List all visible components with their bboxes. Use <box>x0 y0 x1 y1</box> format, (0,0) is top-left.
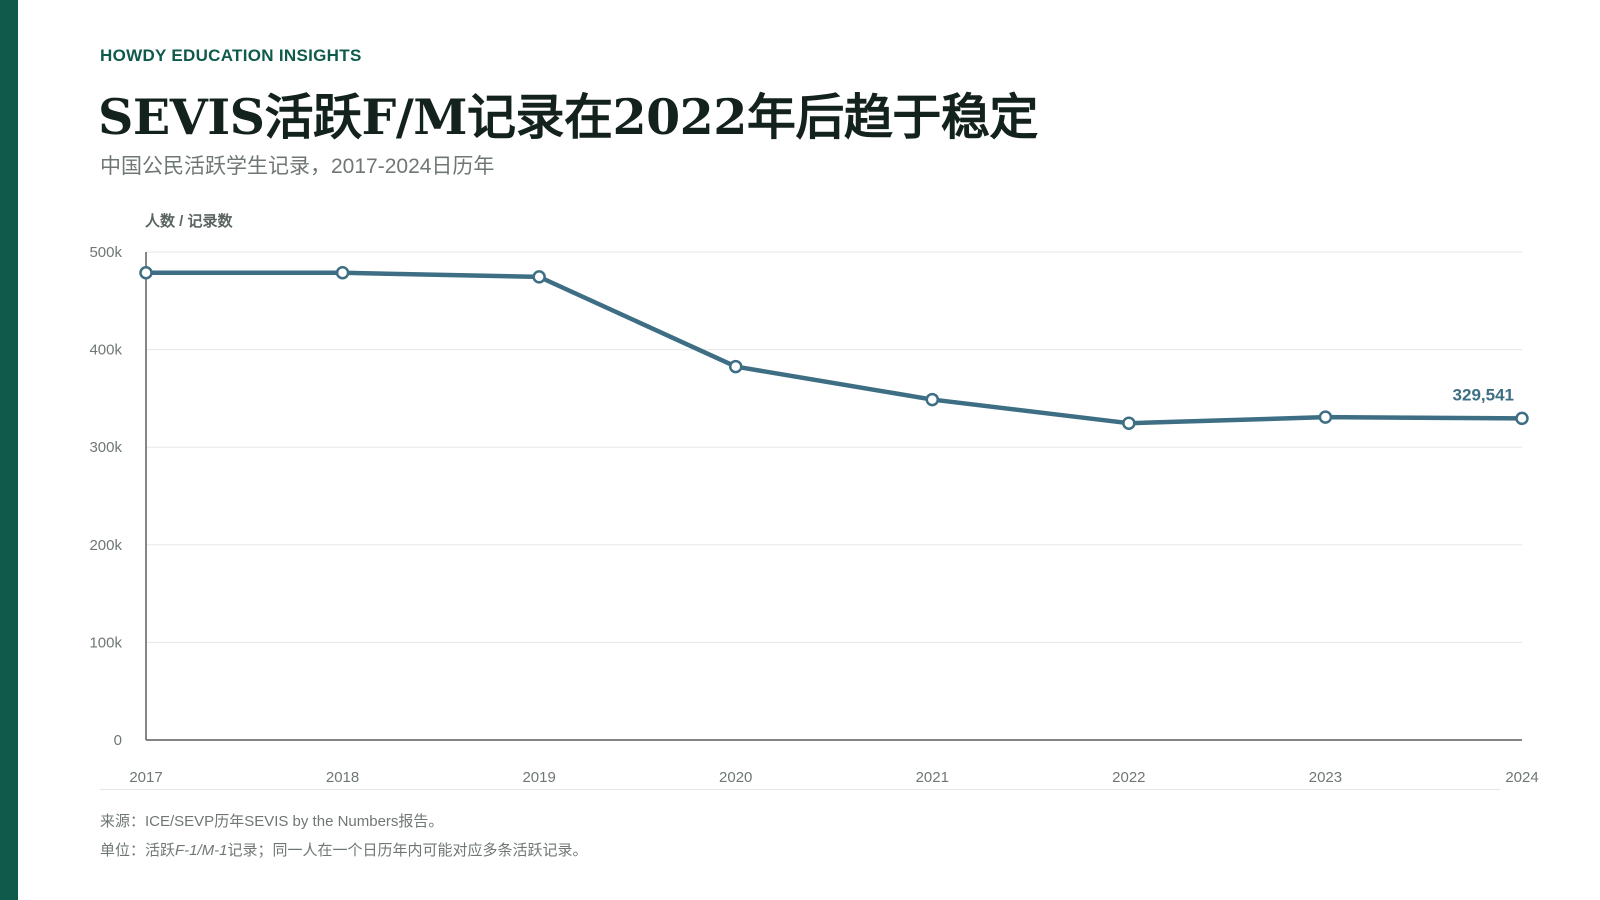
data-point <box>728 359 743 374</box>
chart-subtitle: 中国公民活跃学生记录，2017-2024日历年 <box>100 155 495 178</box>
source-note: 来源：ICE/SEVP历年SEVIS by the Numbers报告。 <box>100 813 444 830</box>
data-point <box>335 266 350 280</box>
x-tick-label: 2021 <box>916 769 949 786</box>
chart-title: SEVIS活跃F/M记录在2022年后趋于稳定 <box>98 88 1038 146</box>
y-tick-labels: 0 100k 200k 300k 400k 500k <box>89 244 122 749</box>
unit-note-suffix: 记录；同一人在一个日历年内可能对应多条活跃记录。 <box>227 842 588 859</box>
y-tick-label: 400k <box>89 342 122 359</box>
x-tick-label: 2022 <box>1112 769 1145 786</box>
data-point <box>139 266 153 280</box>
gridlines <box>146 251 1522 643</box>
data-point <box>1515 411 1529 426</box>
kicker-label: HOWDY EDUCATION INSIGHTS <box>100 46 362 65</box>
data-point <box>1318 410 1333 424</box>
end-value-label: 329,541 <box>1453 385 1514 404</box>
x-tick-label: 2023 <box>1309 769 1342 786</box>
x-tick-label: 2020 <box>719 769 752 786</box>
x-tick-label: 2018 <box>326 769 359 786</box>
x-tick-label: 2019 <box>522 769 555 786</box>
y-tick-label: 0 <box>114 732 122 749</box>
unit-note-italic: F-1/M-1 <box>175 842 228 859</box>
x-tick-labels: 2017 2018 2019 2020 2021 2022 2023 2024 <box>129 769 1538 786</box>
data-point <box>1122 416 1136 430</box>
y-tick-label: 200k <box>89 537 122 554</box>
unit-note: 单位：活跃F-1/M-1记录；同一人在一个日历年内可能对应多条活跃记录。 <box>100 839 588 860</box>
y-tick-label: 100k <box>89 634 122 651</box>
y-axis-label: 人数 / 记录数 <box>145 213 233 230</box>
data-points <box>139 266 1529 430</box>
y-tick-label: 500k <box>89 244 122 261</box>
series-line-group <box>143 270 1525 426</box>
annotations: 329,541 <box>1453 385 1514 404</box>
x-tick-label: 2024 <box>1505 769 1538 786</box>
series-line <box>143 270 1525 426</box>
y-tick-label: 300k <box>89 439 122 456</box>
accent-side-bar <box>0 0 18 900</box>
footer-divider <box>100 789 1500 790</box>
unit-note-prefix: 单位：活跃 <box>100 842 176 859</box>
data-point <box>532 270 546 284</box>
axes <box>145 252 1522 741</box>
x-tick-label: 2017 <box>129 769 162 786</box>
data-point <box>925 392 940 407</box>
